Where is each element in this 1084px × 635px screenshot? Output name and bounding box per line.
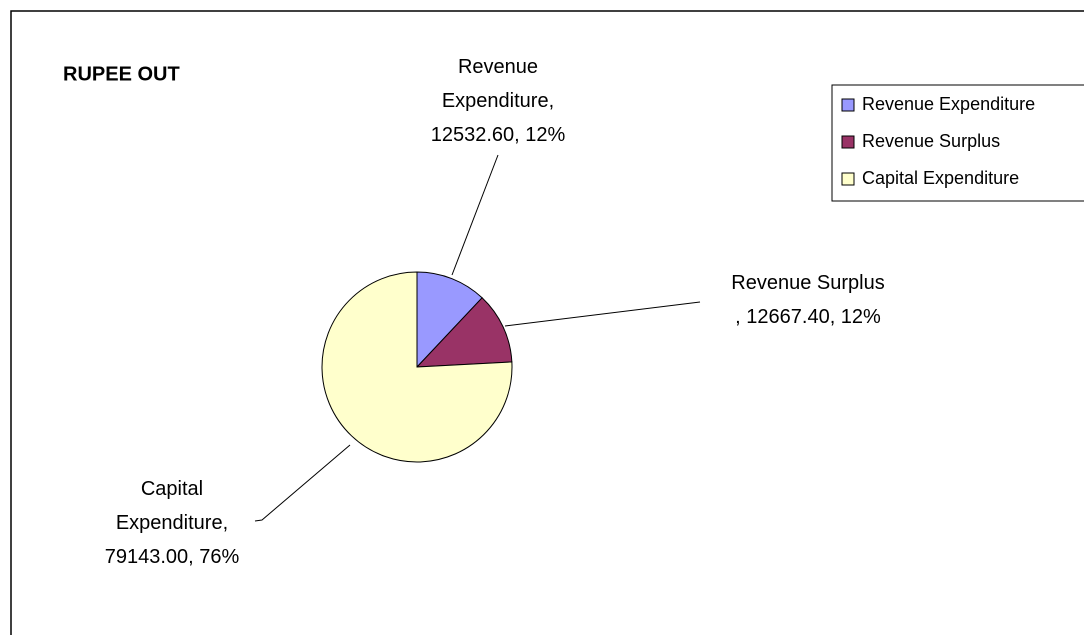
data-label: Revenue Expenditure, 12532.60, 12% bbox=[431, 56, 566, 146]
data-label: Revenue Surplus, 12667.40, 12% bbox=[731, 272, 884, 328]
pie-slice bbox=[321, 271, 513, 463]
data-label: Capital Expenditure, 79143.00, 76% bbox=[105, 478, 240, 568]
legend-box bbox=[831, 84, 1084, 202]
legend-label: Revenue Surplus bbox=[862, 131, 1000, 151]
pie-slice bbox=[415, 297, 513, 368]
legend-swatch bbox=[841, 98, 855, 112]
leader-line bbox=[254, 444, 351, 522]
chart-title: RUPEE OUT bbox=[63, 63, 180, 85]
legend-label: Revenue Expenditure bbox=[862, 94, 1035, 114]
legend-swatch bbox=[841, 135, 855, 149]
legend-swatch bbox=[841, 172, 855, 186]
leader-line bbox=[451, 154, 499, 276]
legend-label: Capital Expenditure bbox=[862, 168, 1019, 188]
leader-line bbox=[504, 301, 701, 327]
pie-slice bbox=[416, 271, 483, 369]
